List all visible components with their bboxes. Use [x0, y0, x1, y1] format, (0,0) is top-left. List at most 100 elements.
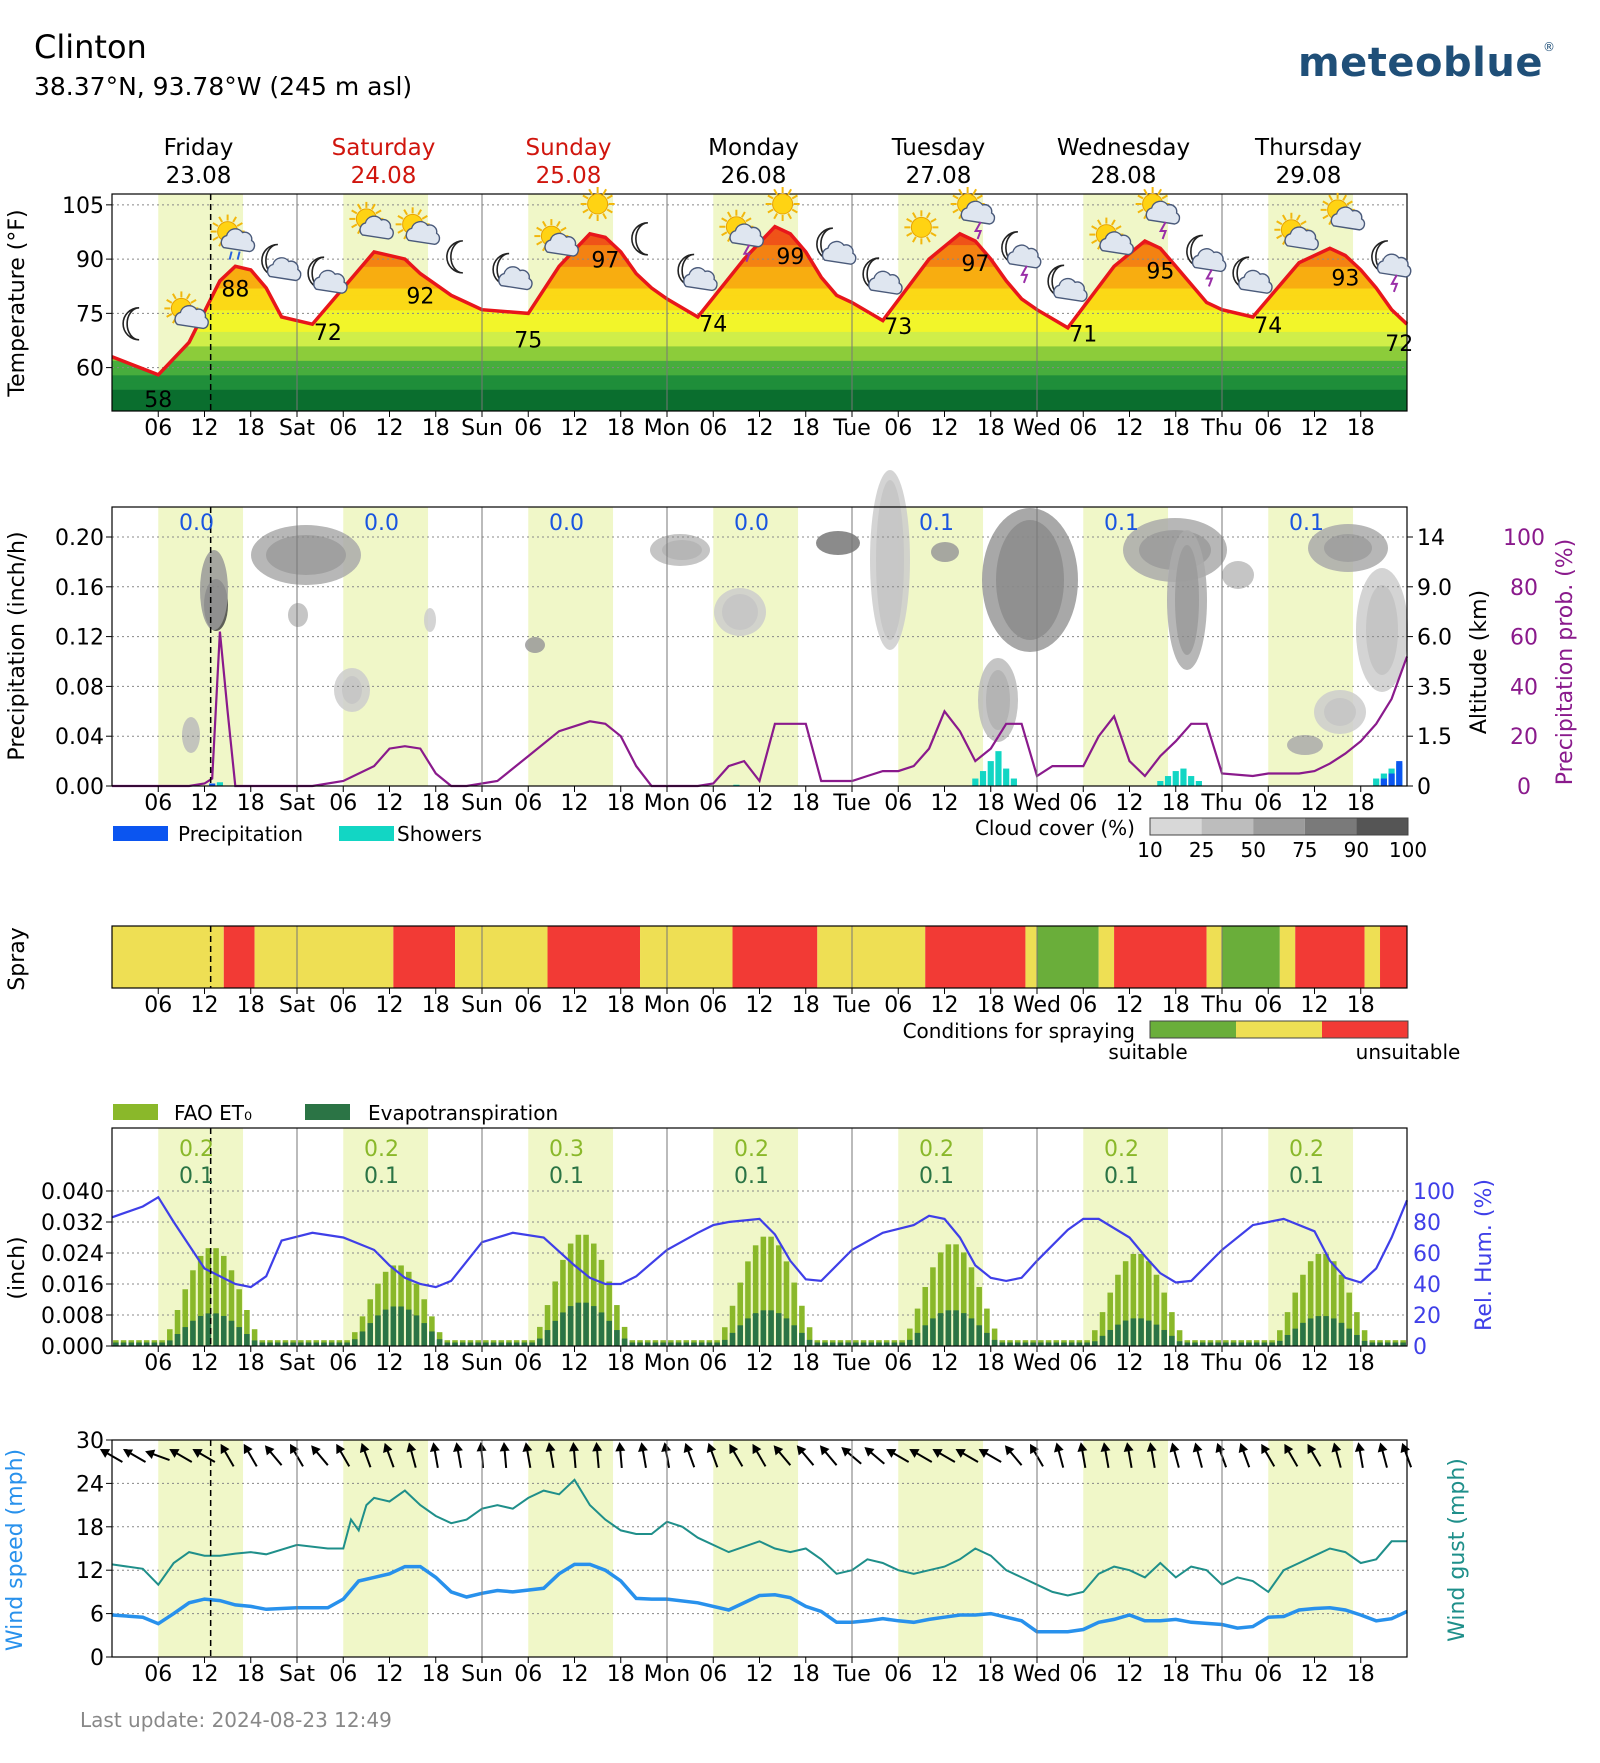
cloud-shape [405, 220, 441, 246]
showers-bar [1195, 781, 1202, 786]
evapotranspiration-bar [883, 1342, 890, 1346]
wind-arrow [1284, 1443, 1299, 1467]
cloud-shape [174, 305, 209, 330]
evapotranspiration-bar [174, 1333, 181, 1346]
evapotranspiration-bar [814, 1342, 821, 1346]
sun-ray [556, 220, 561, 228]
cloud-blob [816, 531, 860, 555]
fao-et0-bar [745, 1261, 751, 1346]
sun-ray [791, 208, 798, 214]
temperature-band [112, 367, 1407, 376]
evapotranspiration-bar [1284, 1334, 1291, 1346]
precipitation-legend: Precipitation Showers Cloud cover (%)10 25 5… [113, 816, 1427, 862]
evapotranspiration-bar [1107, 1329, 1114, 1346]
wind-arrow [1077, 1442, 1088, 1468]
max-temperature-label: 93 [1331, 266, 1359, 291]
sun-ray [236, 222, 243, 227]
fao-et0-bar [1292, 1292, 1299, 1346]
fao-et0-bar [590, 1243, 597, 1346]
y-tick-label: 0.024 [41, 1242, 104, 1267]
sun-disc [587, 193, 609, 215]
sun-ray [1300, 220, 1307, 226]
moon-icon [631, 222, 648, 256]
fao-et0-bar [1122, 1261, 1129, 1346]
evapotranspiration-bar [375, 1315, 381, 1346]
sun-ray [926, 236, 931, 243]
evapotranspiration-bar [1130, 1318, 1137, 1346]
evapotranspiration-bar [837, 1342, 844, 1346]
max-temperature-label: 92 [406, 285, 434, 310]
fao-et0-bar [190, 1270, 196, 1346]
y-axis-label: Temperature (°F) [5, 209, 30, 397]
y-tick-label: 0 [90, 1646, 104, 1671]
x-tick-label: 18 [1162, 993, 1190, 1018]
evapotranspiration-bar [1238, 1342, 1245, 1346]
evapotranspiration-bar [1400, 1342, 1406, 1346]
sun-ray [1276, 234, 1283, 240]
evapotranspiration-bar [960, 1313, 967, 1346]
min-temperature-label: 75 [514, 328, 542, 353]
x-tick-label: 06 [884, 416, 912, 441]
x-tick-label: 12 [1301, 1351, 1329, 1376]
evapotranspiration-bar [984, 1332, 990, 1346]
meteoblue-logo[interactable]: meteoblue® [1298, 40, 1556, 86]
arrow-head [453, 1442, 463, 1452]
showers-bar [1373, 778, 1380, 786]
x-tick-label: 12 [1116, 791, 1144, 816]
evapotranspiration-bar [1223, 1342, 1229, 1346]
probability-tick-label: 80 [1510, 576, 1538, 601]
y-tick-label: 0.00 [55, 775, 104, 800]
x-tick-label: 12 [376, 416, 404, 441]
x-tick-label: Thu [1200, 416, 1242, 441]
y-tick-label: 0.04 [55, 725, 104, 750]
cloud-blob [182, 717, 200, 753]
temperature-band [112, 396, 1407, 405]
wind-arrow [336, 1443, 351, 1467]
moon-storm-icon [1001, 231, 1042, 284]
spray-legend-medium [1236, 1021, 1322, 1038]
x-tick-label: 12 [1301, 416, 1329, 441]
spray-segment [254, 926, 394, 988]
fao-et0-bar [984, 1308, 990, 1346]
y-tick-label: 0.16 [55, 576, 104, 601]
wind-arrow [752, 1443, 767, 1467]
x-tick-label: 12 [1301, 791, 1329, 816]
y-tick-label: 75 [76, 302, 104, 327]
fao-et0-bar [382, 1271, 389, 1346]
fao-et0-bar [1315, 1253, 1322, 1346]
fao-et0-bar [729, 1305, 736, 1346]
day-date: 23.08 [166, 163, 232, 189]
x-tick-label: 06 [699, 993, 727, 1018]
fao-et0-bar [220, 1255, 227, 1346]
arrow-head [243, 1443, 253, 1455]
temperature-band [112, 403, 1407, 411]
evapotranspiration-bar [475, 1342, 481, 1346]
day-name: Tuesday [891, 135, 986, 161]
evapotranspiration-bar [637, 1342, 643, 1346]
sun-ray [1328, 194, 1333, 201]
sun-ray [787, 188, 792, 195]
daily-et-total: 0.1 [179, 1164, 214, 1189]
x-tick-label: 18 [1347, 791, 1375, 816]
evapotranspiration-bar [182, 1327, 189, 1346]
altitude-tick-label: 9.0 [1417, 576, 1452, 601]
arrow-head [545, 1442, 556, 1452]
cloud-blob [1222, 561, 1254, 589]
fao-et0-bar [775, 1245, 782, 1346]
humidity-tick-label: 40 [1413, 1273, 1441, 1298]
fao-et0-bar [544, 1305, 551, 1346]
x-tick-label: 06 [514, 416, 542, 441]
x-tick-label: 18 [792, 416, 820, 441]
wind-arrow [796, 1445, 815, 1466]
arrow-head [311, 1445, 321, 1456]
wind-arrow [955, 1449, 979, 1463]
x-tick-label: 18 [1347, 1662, 1375, 1687]
fao-et0-bar [182, 1289, 189, 1346]
x-tick-label: Thu [1200, 1351, 1242, 1376]
legend-precipitation-swatch [113, 826, 168, 841]
x-tick-label: Mon [644, 1351, 690, 1376]
wind-arrow [522, 1442, 533, 1468]
sun-ray [721, 231, 728, 237]
evapotranspiration-bar [1038, 1342, 1044, 1346]
